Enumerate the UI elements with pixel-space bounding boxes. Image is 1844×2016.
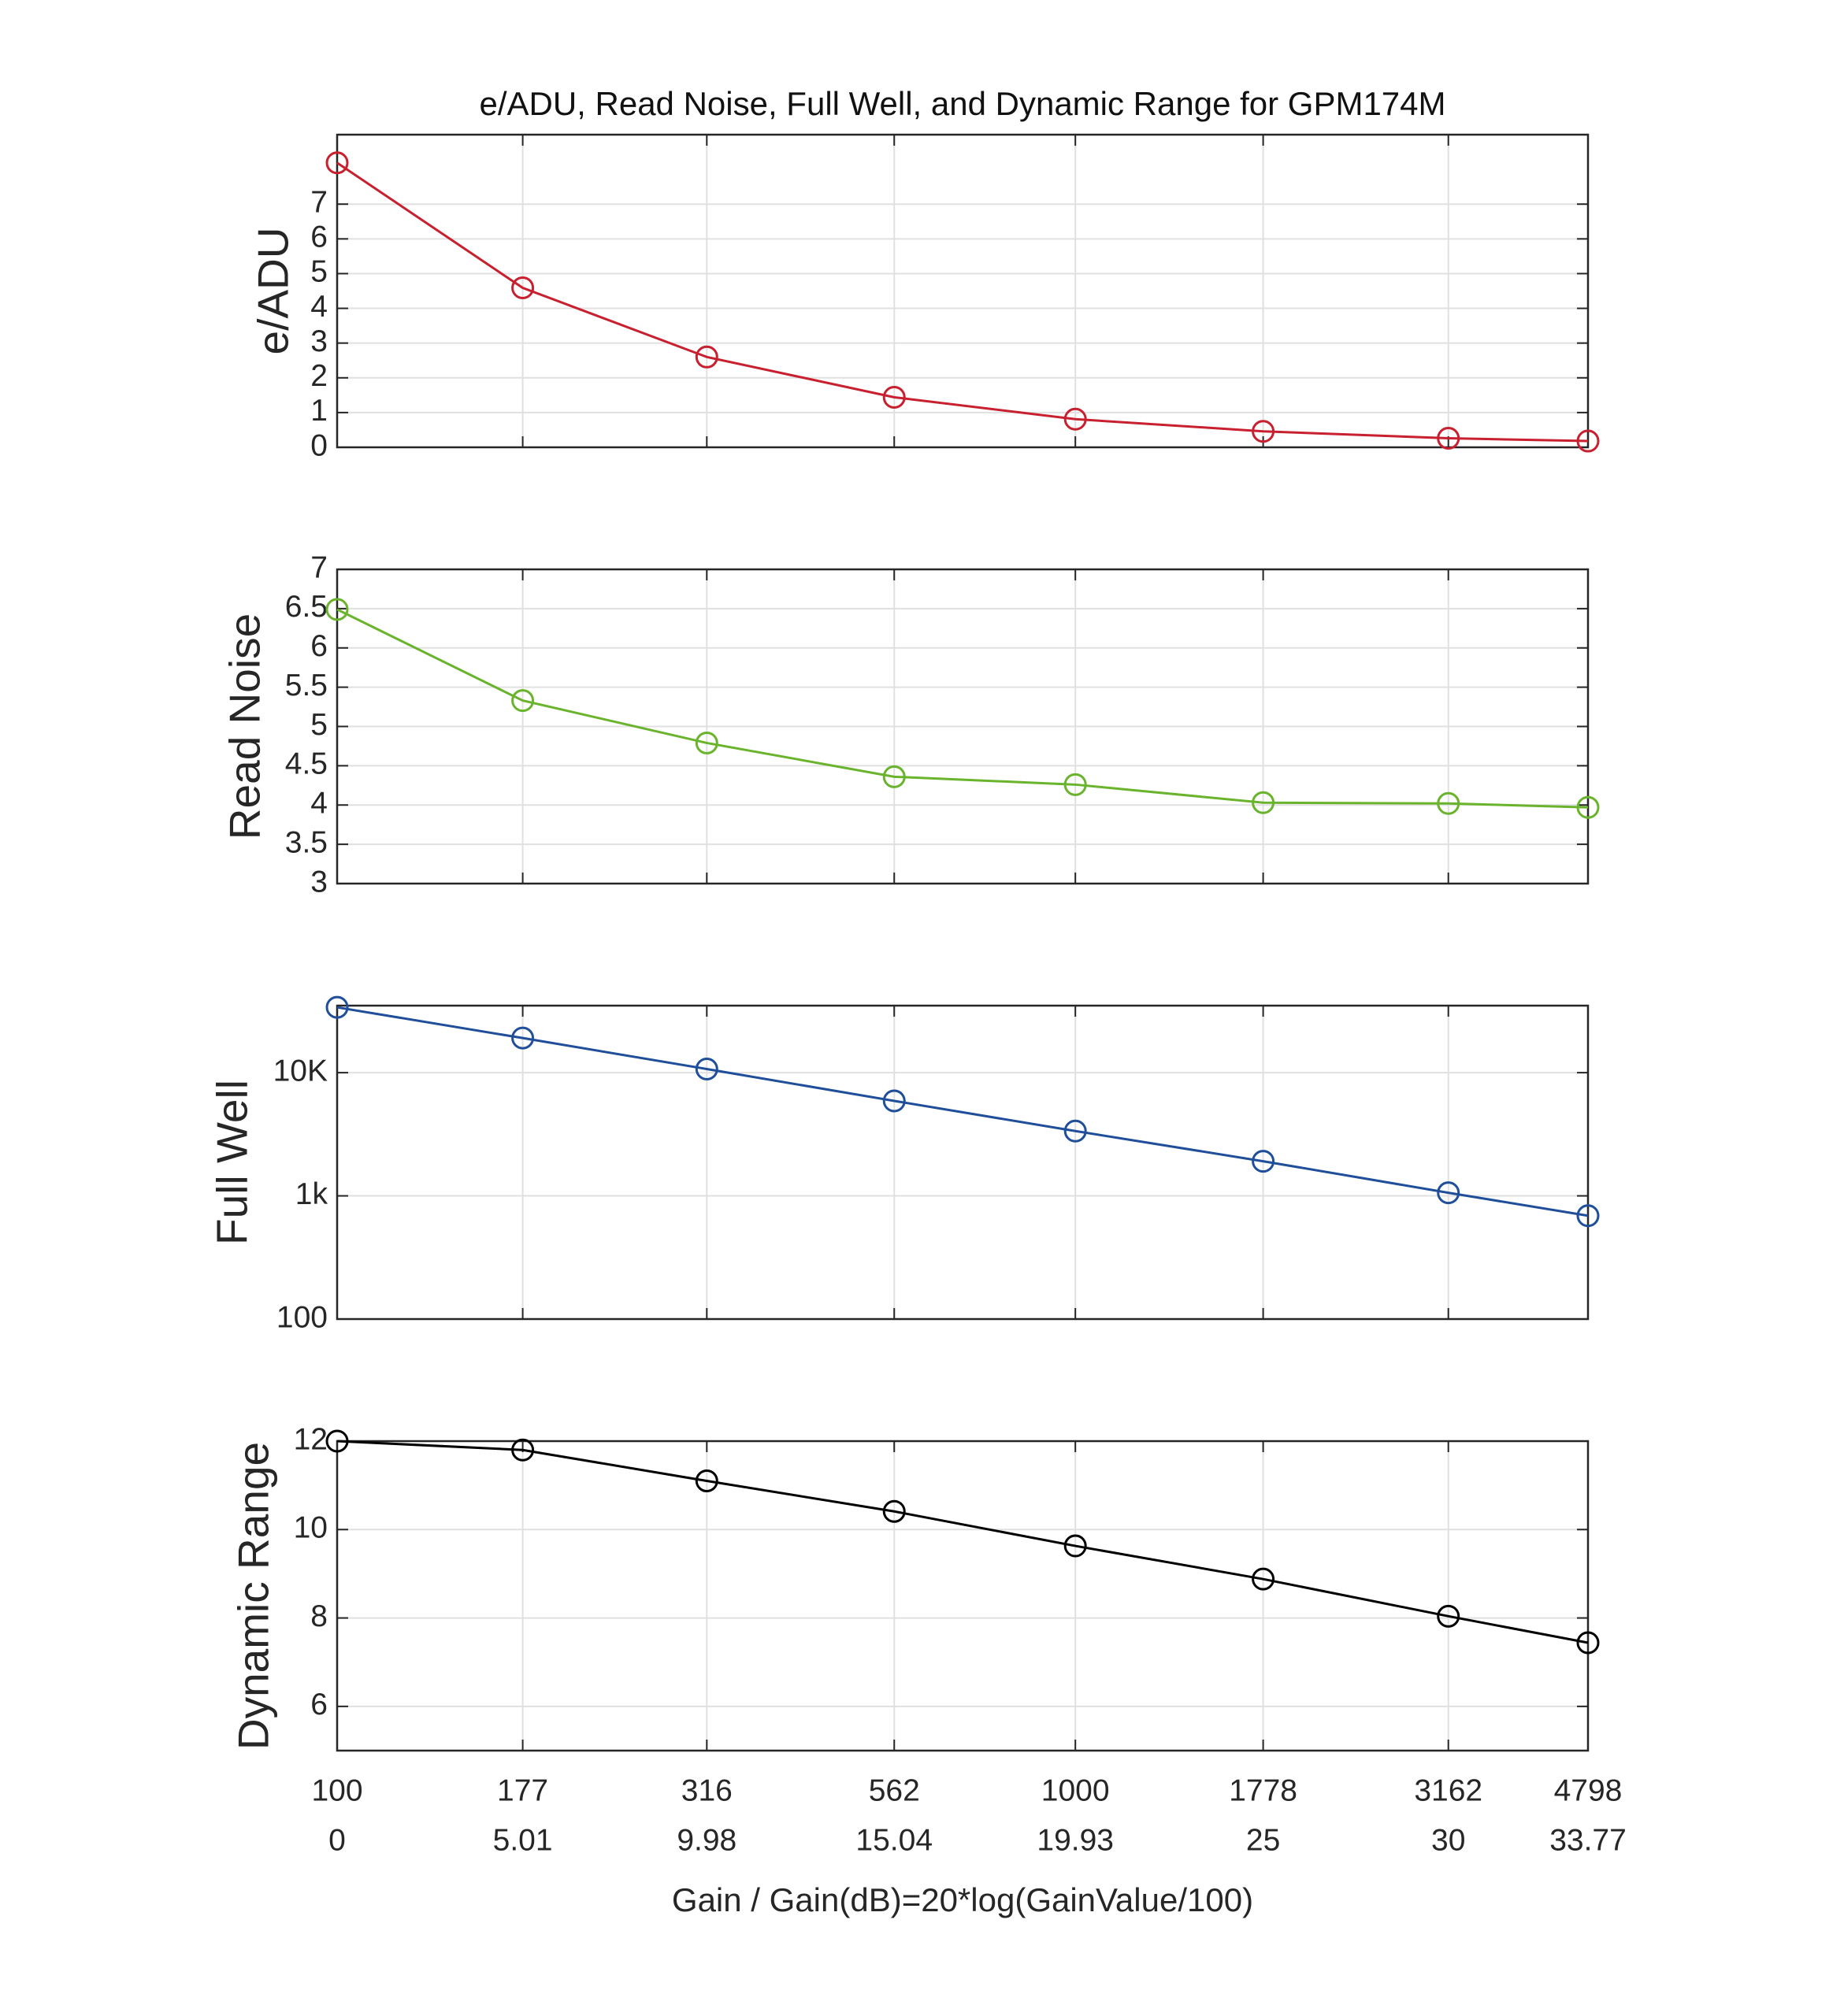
y-tick-label: 6 [310,220,328,254]
gain-tick-label: 3162 [1414,1773,1482,1807]
y-tick-label: 1 [310,394,328,428]
gain-tick-label: 177 [497,1773,548,1807]
data-marker [1252,791,1275,814]
data-line [336,161,1589,443]
x-tick-label: 19.93 [1037,1823,1114,1857]
data-marker [1063,407,1087,431]
axes-box [336,133,1590,449]
data-marker [1576,795,1600,819]
y-axis-label: e/ADU [249,228,298,355]
gain-tick-label: 100 [311,1773,362,1807]
data-marker [882,1089,906,1113]
gain-tick-label: 1778 [1229,1773,1297,1807]
plot-area [337,1006,1588,1319]
y-tick-label: 4.5 [285,747,328,781]
y-tick-label: 5.5 [285,669,328,702]
data-marker [1252,1567,1275,1591]
data-marker [325,151,349,175]
y-axis-label: Dynamic Range [229,1442,278,1750]
data-marker [695,1469,718,1493]
x-axis-label: Gain / Gain(dB)=20*log(GainValue/100) [672,1881,1253,1918]
y-tick-label: 2 [310,359,328,393]
data-marker [882,385,906,409]
data-marker [325,598,349,621]
y-axis-label: Full Well [208,1080,257,1245]
x-tick-label: 30 [1431,1823,1465,1857]
data-marker [511,276,535,300]
data-marker [1437,1181,1460,1205]
gain-tick-label: 1000 [1041,1773,1110,1807]
y-tick-label: 5 [310,255,328,289]
y-tick-label: 10 [294,1511,328,1545]
x-tick-label: 0 [328,1823,346,1857]
data-marker [1252,420,1275,443]
y-tick-label: 6 [310,1688,328,1721]
y-axis-label: Read Noise [221,613,269,839]
y-tick-label: 100 [276,1300,328,1334]
data-marker [511,689,535,713]
data-marker [1437,427,1460,450]
data-marker [1437,791,1460,815]
y-tick-label: 6.5 [285,590,328,624]
x-tick-label: 25 [1246,1823,1280,1857]
plot-area [337,135,1588,447]
data-marker [882,1499,906,1523]
y-tick-label: 5 [310,708,328,742]
data-marker [1252,1150,1275,1173]
y-tick-label: 12 [294,1422,328,1456]
gain-tick-label: 4798 [1554,1773,1623,1807]
y-tick-label: 3 [310,324,328,358]
data-marker [1576,1631,1600,1655]
data-marker [1437,1604,1460,1628]
data-marker [1576,429,1600,453]
x-tick-label: 9.98 [677,1823,736,1857]
y-tick-label: 0 [310,428,328,462]
data-line [336,1440,1589,1644]
y-tick-label: 1k [295,1177,328,1211]
y-tick-label: 8 [310,1599,328,1633]
y-tick-label: 3.5 [285,825,328,859]
axes-box [336,568,1590,885]
chart-title: e/ADU, Read Noise, Full Well, and Dynami… [479,85,1445,122]
axes-box [336,1004,1590,1321]
axes-box [336,1440,1590,1752]
data-marker [1063,1119,1087,1143]
y-tick-label: 7 [310,186,328,220]
data-line [336,1006,1589,1217]
data-marker [325,1429,349,1453]
data-marker [882,765,906,788]
data-marker [1063,773,1087,796]
y-tick-label: 7 [310,550,328,584]
gain-tick-label: 562 [869,1773,920,1807]
x-tick-label: 15.04 [855,1823,933,1857]
x-tick-label: 5.01 [493,1823,553,1857]
y-tick-label: 4 [310,787,328,821]
data-marker [325,995,349,1019]
y-tick-label: 3 [310,865,328,899]
y-tick-label: 10K [273,1054,328,1088]
data-line [336,608,1589,809]
gain-tick-label: 316 [681,1773,733,1807]
data-marker [1063,1534,1087,1558]
x-tick-label: 33.77 [1549,1823,1627,1857]
data-marker [695,1058,718,1081]
data-marker [695,731,718,754]
y-tick-label: 4 [310,290,328,324]
data-marker [511,1026,535,1050]
y-tick-label: 6 [310,629,328,663]
plot-area [337,1441,1588,1751]
data-marker [511,1438,535,1462]
data-marker [1576,1204,1600,1228]
data-marker [695,345,718,369]
